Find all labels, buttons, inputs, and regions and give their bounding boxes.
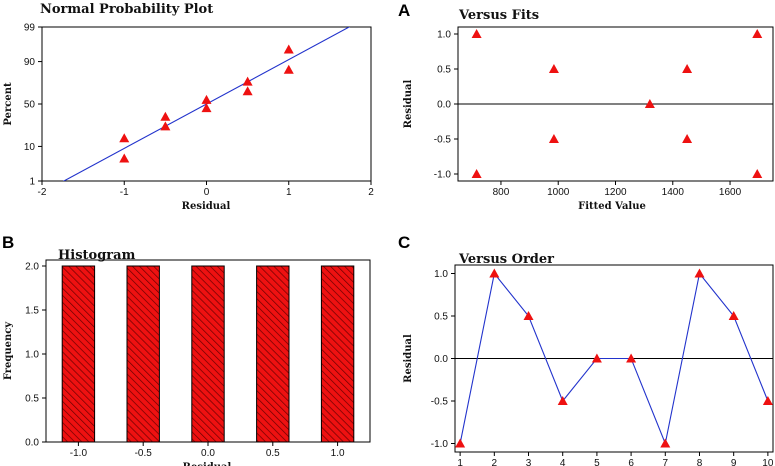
normal-y-tick-label: 99 — [24, 23, 36, 34]
fits-x-axis-label: Fitted Value — [578, 201, 646, 212]
normal-x-tick-label: -1 — [120, 187, 129, 198]
hist-y-tick-label: 0.0 — [25, 438, 39, 449]
fits-x-tick-label: 1000 — [547, 187, 570, 198]
fits-point — [644, 99, 655, 108]
fits-y-tick-label: 0.0 — [437, 100, 451, 111]
panel-label-b: B — [2, 233, 14, 252]
hist-category-label: -1.0 — [70, 448, 88, 459]
fits-point — [471, 169, 482, 178]
order-point — [557, 396, 568, 405]
order-y-tick-label: 0.0 — [434, 354, 448, 365]
order-x-tick-label: 3 — [526, 458, 532, 466]
panel-label-c: C — [398, 233, 410, 252]
order-y-tick-label: -0.5 — [431, 397, 449, 408]
panel-label-a: A — [398, 1, 410, 20]
fits-x-tick-label: 1400 — [662, 187, 685, 198]
hist-category-label: 1.0 — [331, 448, 345, 459]
order-y-axis-label: Residual — [403, 334, 414, 383]
order-y-tick-label: -1.0 — [431, 439, 449, 450]
hist-x-axis-label: Residual — [183, 462, 232, 466]
order-y-tick-label: 1.0 — [434, 269, 448, 280]
normal-y-tick-label: 50 — [24, 100, 36, 111]
order-point — [626, 353, 637, 363]
hist-bar — [256, 265, 290, 443]
normal-title: Normal Probability Plot — [40, 2, 213, 17]
order-x-tick-label: 2 — [492, 458, 498, 466]
order-x-tick-label: 7 — [663, 458, 669, 466]
normal-y-tick-label: 90 — [24, 57, 36, 68]
hist-category-label: 0.5 — [266, 448, 280, 459]
normal-point — [242, 86, 253, 96]
normal-y-axis-label: Percent — [3, 82, 14, 126]
normal-y-tick-label: 10 — [24, 142, 36, 153]
hist-y-axis-label: Frequency — [3, 321, 14, 381]
order-point — [591, 353, 602, 363]
order-chart: Versus OrderObservation OrderResidual-1.… — [403, 252, 774, 466]
order-point — [762, 396, 773, 405]
order-x-tick-label: 10 — [762, 458, 774, 466]
fits-x-tick-label: 1200 — [604, 187, 627, 198]
normal-x-tick-label: 2 — [368, 187, 374, 198]
normal-x-tick-label: 0 — [204, 187, 210, 198]
hist-title: Histogram — [58, 248, 136, 263]
normal-point — [242, 76, 253, 86]
fits-point — [752, 169, 763, 178]
hist-y-tick-label: 1.5 — [25, 306, 39, 317]
fits-point — [682, 134, 693, 143]
order-x-tick-label: 5 — [594, 458, 600, 466]
order-x-tick-label: 9 — [731, 458, 737, 466]
fits-point — [682, 64, 693, 73]
order-point — [455, 438, 466, 448]
normal-point — [119, 153, 130, 163]
normal-point — [119, 133, 130, 143]
order-title: Versus Order — [458, 252, 554, 267]
fits-point — [752, 29, 763, 38]
order-x-tick-label: 1 — [457, 458, 463, 466]
order-series-line — [459, 272, 769, 446]
fits-title: Versus Fits — [458, 8, 539, 23]
fits-y-tick-label: 1.0 — [437, 30, 451, 41]
hist-bar — [126, 265, 160, 443]
fits-y-tick-label: -1.0 — [434, 170, 452, 181]
hist-category-label: 0.0 — [201, 448, 215, 459]
fits-point — [548, 134, 559, 143]
normal-y-tick-label: 1 — [29, 177, 35, 188]
normal-chart: Normal Probability Plot Residual Percent 1 1… — [3, 2, 374, 212]
fits-point — [548, 64, 559, 73]
fits-y-tick-label: 0.5 — [437, 65, 451, 76]
normal-point — [160, 121, 171, 131]
order-point — [523, 311, 534, 320]
hist-y-tick-label: 1.0 — [25, 350, 39, 361]
normal-point — [201, 94, 212, 104]
fits-y-tick-label: -0.5 — [434, 135, 452, 146]
fits-y-axis-label: Residual — [403, 79, 414, 128]
fits-x-tick-label: 1600 — [719, 187, 742, 198]
hist-y-tick-label: 2.0 — [25, 262, 39, 273]
hist-y-tick-label: 0.5 — [25, 394, 39, 405]
order-y-tick-label: 0.5 — [434, 312, 448, 323]
order-x-tick-label: 6 — [628, 458, 634, 466]
hist-bar — [320, 265, 355, 443]
normal-x-tick-label: -2 — [38, 187, 47, 198]
order-point — [694, 268, 705, 278]
order-point — [728, 311, 739, 320]
normal-point — [283, 64, 294, 74]
normal-point — [160, 111, 171, 121]
normal-point — [201, 103, 212, 113]
order-point — [489, 268, 500, 278]
hist-chart: Histogram Residual Frequency 0.0 0.5 1.0 1.5 2.… — [3, 248, 371, 466]
hist-bar — [191, 265, 225, 443]
order-x-tick-label: 4 — [560, 458, 566, 466]
order-point — [660, 438, 671, 448]
fits-x-tick-label: 800 — [493, 187, 510, 198]
normal-x-tick-label: 1 — [286, 187, 292, 198]
normal-point — [283, 44, 294, 54]
hist-category-label: -0.5 — [135, 448, 153, 459]
hist-bar — [61, 265, 96, 443]
fits-point — [471, 29, 482, 38]
normal-x-axis-label: Residual — [182, 201, 231, 212]
fits-chart: Versus Fits Fitted Value Residual -1.0 -0.5 0… — [403, 8, 774, 212]
order-x-tick-label: 8 — [697, 458, 703, 466]
